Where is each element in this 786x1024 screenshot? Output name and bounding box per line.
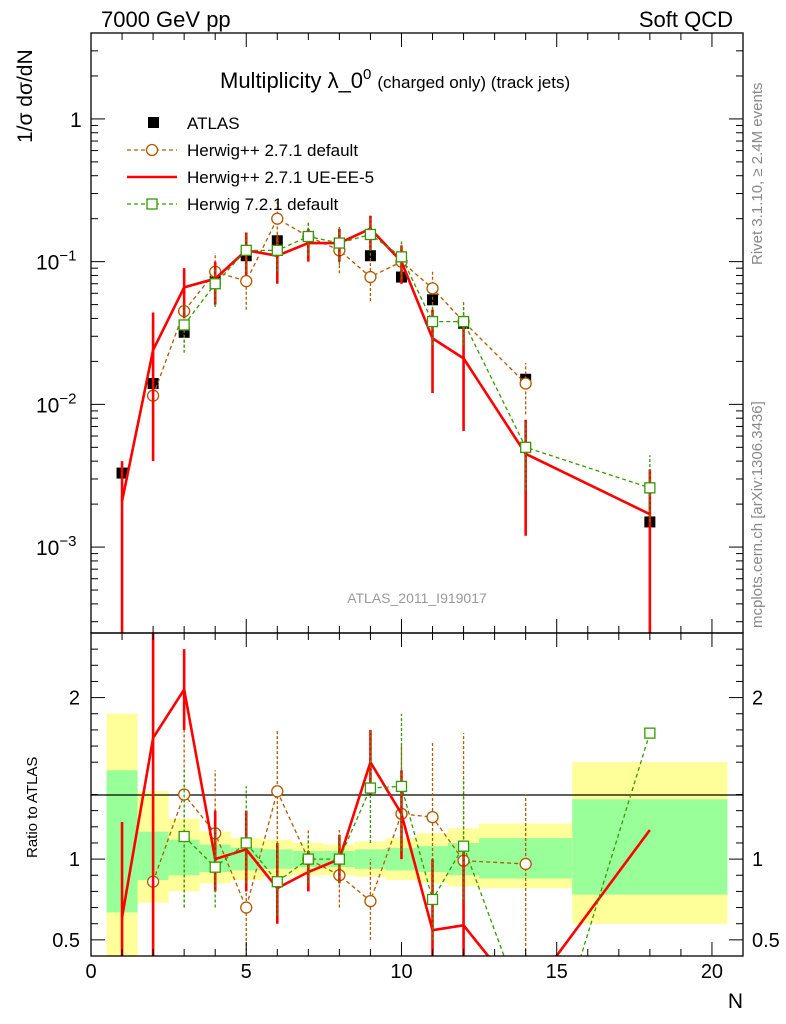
ratio-point bbox=[364, 782, 377, 794]
y-tick-label-ratio: 0.5 bbox=[52, 930, 80, 952]
ratio-point bbox=[271, 785, 284, 798]
ratio-point bbox=[457, 840, 470, 852]
legend-item: ATLAS bbox=[148, 114, 240, 133]
data-point bbox=[364, 228, 377, 241]
y-tick-label-ratio-right: 1 bbox=[752, 849, 763, 871]
y-axis-label-main: 1/σ dσ/dN bbox=[14, 49, 37, 143]
main-panel: 10−3 10−2 10−1 1 1/σ dσ/dN Multiplicity λ_0… bbox=[14, 32, 744, 634]
ratio-point bbox=[364, 894, 377, 908]
legend-item: Herwig++ 2.7.1 default bbox=[127, 141, 358, 160]
legend-item: Herwig++ 2.7.1 UE-EE-5 bbox=[127, 168, 374, 187]
svg-text:Multiplicity λ_00(charged only: Multiplicity λ_00 (charged only) (track j… bbox=[220, 66, 570, 93]
series-dashed-square-ratio bbox=[178, 713, 656, 956]
uncertainty-band-inner bbox=[572, 799, 728, 895]
y-tick-label-main: 10−3 bbox=[36, 533, 76, 560]
y-tick-label-ratio-right: 2 bbox=[752, 688, 763, 710]
energy-label: 7000 GeV pp bbox=[101, 7, 231, 32]
series-dashed-square-main bbox=[178, 218, 656, 522]
chart-title: Multiplicity λ_00 (charged only) (track j… bbox=[220, 66, 570, 93]
ratio-uncertainty-bands bbox=[106, 713, 728, 956]
data-point bbox=[333, 237, 346, 249]
x-tick-label: 20 bbox=[701, 961, 723, 983]
series-points-main bbox=[116, 231, 656, 528]
y-tick-label-main: 10−1 bbox=[36, 248, 76, 275]
ratio-frame bbox=[90, 632, 744, 957]
chart-title-main: Multiplicity λ_0 bbox=[220, 68, 363, 93]
ratio-point bbox=[178, 830, 190, 843]
x-tick-label: 10 bbox=[390, 961, 412, 983]
legend-marker bbox=[148, 117, 159, 128]
ratio-point bbox=[333, 853, 346, 865]
x-tick-label: 0 bbox=[85, 961, 96, 983]
data-point bbox=[364, 270, 377, 284]
data-point bbox=[395, 251, 408, 263]
ratio-point bbox=[240, 837, 252, 849]
y-tick-label-ratio-right: 0.5 bbox=[752, 930, 780, 952]
data-point bbox=[520, 441, 532, 453]
legend-label: ATLAS bbox=[187, 114, 240, 133]
data-point bbox=[271, 244, 283, 256]
series-solid-ratio bbox=[120, 633, 651, 956]
series-line bbox=[120, 227, 651, 516]
x-tick-label: 5 bbox=[241, 961, 252, 983]
y-tick-label-ratio: 1 bbox=[69, 849, 80, 871]
data-point bbox=[240, 244, 252, 256]
rivet-version-label: Rivet 3.1.10, ≥ 2.4M events bbox=[749, 83, 766, 266]
category-label: Soft QCD bbox=[639, 7, 733, 32]
ratio-point bbox=[302, 853, 314, 865]
main-data-layer bbox=[116, 200, 656, 633]
series-line bbox=[183, 233, 651, 489]
y-axis-label-ratio: Ratio to ATLAS bbox=[24, 757, 41, 858]
ratio-point bbox=[395, 780, 408, 793]
chart-title-suffix: (charged only) (track jets) bbox=[377, 73, 570, 92]
chart-title-sup: 0 bbox=[363, 66, 371, 83]
ratio-panel: 0.5 0.51 12 20 5 10 15 20 Ratio to ATLAS N bbox=[24, 632, 780, 1013]
legend-label: Herwig 7.2.1 default bbox=[187, 195, 338, 214]
x-axis-label: N bbox=[728, 990, 743, 1013]
legend-label: Herwig++ 2.7.1 default bbox=[187, 141, 358, 160]
ratio-point bbox=[644, 727, 656, 739]
analysis-watermark: ATLAS_2011_I919017 bbox=[347, 590, 487, 606]
data-point bbox=[271, 212, 284, 225]
data-point bbox=[209, 278, 221, 290]
legend-marker bbox=[146, 198, 158, 210]
data-point bbox=[426, 282, 439, 295]
ratio-data-layer bbox=[120, 633, 656, 956]
legend-item: Herwig 7.2.1 default bbox=[127, 195, 338, 214]
series-solid-main bbox=[120, 215, 652, 633]
y-tick-label-main: 10−2 bbox=[36, 390, 76, 417]
ratio-axis-ticks: 0.5 0.51 12 20 5 10 15 20 bbox=[52, 633, 780, 983]
legend-marker bbox=[145, 143, 159, 157]
ratio-point bbox=[519, 857, 532, 871]
ratio-point bbox=[426, 810, 439, 824]
data-point bbox=[302, 230, 314, 243]
data-point bbox=[457, 315, 470, 328]
x-tick-label: 15 bbox=[546, 961, 568, 983]
legend-label: Herwig++ 2.7.1 UE-EE-5 bbox=[187, 168, 374, 187]
legend: ATLAS Herwig++ 2.7.1 default Herwig++ 2.7.… bbox=[127, 114, 374, 214]
ratio-point bbox=[426, 893, 439, 906]
ratio-point bbox=[271, 876, 283, 888]
data-point bbox=[426, 315, 439, 328]
ratio-point bbox=[240, 901, 253, 914]
main-axis-ticks: 10−3 10−2 10−1 1 bbox=[36, 32, 744, 633]
ratio-point bbox=[209, 861, 221, 873]
source-site-label: mcplots.cern.ch [arXiv:1306.3436] bbox=[749, 401, 766, 628]
y-tick-label-ratio: 2 bbox=[69, 688, 80, 710]
data-point bbox=[178, 319, 190, 331]
data-point bbox=[519, 377, 532, 390]
data-point bbox=[427, 294, 439, 306]
data-point bbox=[644, 482, 656, 494]
data-point bbox=[240, 274, 253, 288]
y-tick-label-main: 1 bbox=[70, 109, 82, 132]
